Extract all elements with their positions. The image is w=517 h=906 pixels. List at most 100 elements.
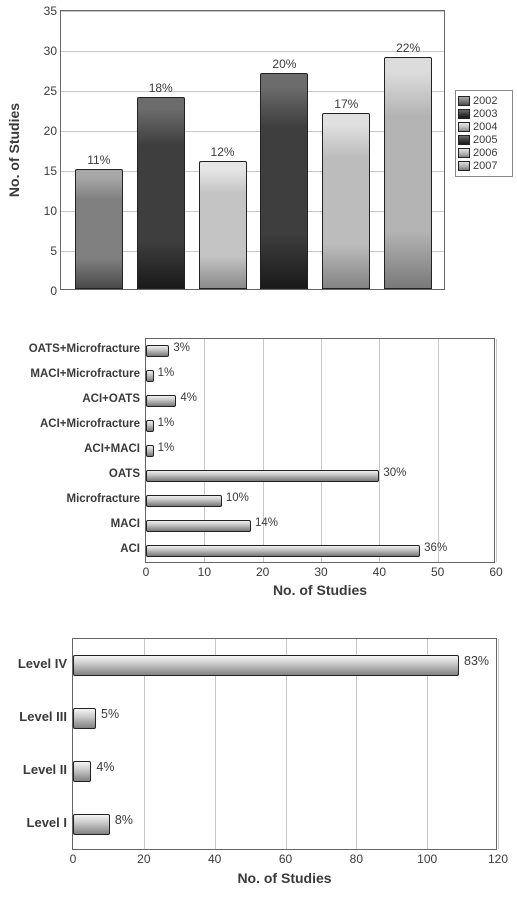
p2-xtick-label: 0 bbox=[143, 565, 150, 579]
p2-bar bbox=[146, 495, 222, 507]
p2-xtick-label: 20 bbox=[256, 565, 269, 579]
p1-bar-pct-label: 11% bbox=[75, 153, 123, 167]
p2-xtick-label: 50 bbox=[431, 565, 444, 579]
p3-row: Level IV83% bbox=[73, 639, 498, 692]
p3-xtick-label: 80 bbox=[350, 852, 363, 866]
p2-bar bbox=[146, 420, 154, 432]
p2-bar bbox=[146, 370, 154, 382]
p3-bar-pct-label: 8% bbox=[115, 813, 133, 827]
p1-bar bbox=[199, 161, 247, 289]
p1-bar bbox=[137, 97, 185, 289]
p2-bar bbox=[146, 345, 169, 357]
figure-root: No. of Studies 0510152025303511%18%12%20… bbox=[0, 0, 517, 906]
p2-row: Microfracture10% bbox=[146, 489, 496, 514]
p1-ytick-label: 30 bbox=[27, 44, 57, 58]
p2-bar-pct-label: 1% bbox=[158, 417, 175, 429]
p2-x-axis-label: No. of Studies bbox=[145, 582, 495, 598]
p3-xtick-label: 0 bbox=[70, 852, 77, 866]
p1-bar-pct-label: 18% bbox=[137, 81, 185, 95]
p3-bar-pct-label: 4% bbox=[96, 760, 114, 774]
p1-legend-row: 2007 bbox=[458, 160, 510, 172]
p1-bar bbox=[75, 169, 123, 289]
panel-technique-bar-chart: 0102030405060OATS+Microfracture3%MACI+Mi… bbox=[0, 330, 517, 610]
p1-legend-swatch bbox=[458, 96, 470, 106]
p1-legend-label: 2002 bbox=[473, 95, 497, 107]
p2-bar bbox=[146, 395, 176, 407]
p1-ytick-label: 10 bbox=[27, 204, 57, 218]
p1-plot-area: 0510152025303511%18%12%20%17%22% bbox=[60, 10, 445, 290]
p2-gridline bbox=[496, 339, 497, 562]
p1-bar bbox=[260, 73, 308, 289]
p3-xtick-label: 120 bbox=[488, 852, 508, 866]
p1-legend-row: 2002 bbox=[458, 95, 510, 107]
p3-xtick-label: 20 bbox=[137, 852, 150, 866]
p1-legend-label: 2005 bbox=[473, 134, 497, 146]
p1-legend: 200220032004200520062007 bbox=[455, 90, 513, 177]
p2-bar-pct-label: 14% bbox=[255, 517, 278, 529]
p2-bar bbox=[146, 470, 379, 482]
p2-category-label: Microfracture bbox=[0, 493, 140, 505]
p3-category-label: Level IV bbox=[5, 656, 67, 671]
p2-xtick-label: 40 bbox=[373, 565, 386, 579]
p1-ytick-label: 5 bbox=[27, 244, 57, 258]
p2-category-label: OATS bbox=[0, 468, 140, 480]
p1-bar-pct-label: 17% bbox=[322, 97, 370, 111]
p2-bar-pct-label: 10% bbox=[226, 492, 249, 504]
p1-legend-row: 2004 bbox=[458, 121, 510, 133]
p3-category-label: Level I bbox=[5, 815, 67, 830]
p3-bar-pct-label: 5% bbox=[101, 707, 119, 721]
p2-bar-pct-label: 36% bbox=[424, 542, 447, 554]
p2-row: ACI36% bbox=[146, 539, 496, 564]
p1-ytick-label: 25 bbox=[27, 84, 57, 98]
p2-bar-pct-label: 30% bbox=[383, 467, 406, 479]
p2-category-label: MACI+Microfracture bbox=[0, 368, 140, 380]
p1-legend-swatch bbox=[458, 161, 470, 171]
p3-bar-pct-label: 83% bbox=[464, 654, 489, 668]
p1-legend-label: 2007 bbox=[473, 160, 497, 172]
p3-gridline bbox=[498, 639, 499, 849]
p2-xtick-label: 10 bbox=[198, 565, 211, 579]
p2-plot-area: 0102030405060OATS+Microfracture3%MACI+Mi… bbox=[145, 338, 495, 563]
p2-bar-pct-label: 1% bbox=[158, 367, 175, 379]
p1-legend-label: 2003 bbox=[473, 108, 497, 120]
p3-row: Level I8% bbox=[73, 798, 498, 851]
p1-legend-swatch bbox=[458, 148, 470, 158]
p1-legend-label: 2006 bbox=[473, 147, 497, 159]
p2-row: ACI+MACI1% bbox=[146, 439, 496, 464]
p2-category-label: ACI+MACI bbox=[0, 443, 140, 455]
p1-legend-row: 2003 bbox=[458, 108, 510, 120]
p1-gridline bbox=[61, 11, 444, 12]
p3-bar bbox=[73, 655, 459, 676]
p1-legend-row: 2006 bbox=[458, 147, 510, 159]
panel-year-bar-chart: No. of Studies 0510152025303511%18%12%20… bbox=[0, 0, 517, 320]
p2-bar bbox=[146, 545, 420, 557]
p1-ytick-label: 20 bbox=[27, 124, 57, 138]
p3-xtick-label: 100 bbox=[417, 852, 437, 866]
p3-x-axis-label: No. of Studies bbox=[72, 870, 497, 886]
p3-bar bbox=[73, 708, 96, 729]
p1-legend-swatch bbox=[458, 122, 470, 132]
panel-level-bar-chart: 020406080100120Level IV83%Level III5%Lev… bbox=[0, 630, 517, 906]
p1-ytick-label: 15 bbox=[27, 164, 57, 178]
p1-ytick-label: 0 bbox=[27, 284, 57, 298]
p3-xtick-label: 40 bbox=[208, 852, 221, 866]
p2-category-label: ACI bbox=[0, 543, 140, 555]
p1-bar-pct-label: 20% bbox=[260, 57, 308, 71]
p1-y-axis-label: No. of Studies bbox=[6, 50, 22, 250]
p3-plot-area: 020406080100120Level IV83%Level III5%Lev… bbox=[72, 638, 497, 850]
p3-row: Level II4% bbox=[73, 745, 498, 798]
p1-bar-pct-label: 22% bbox=[384, 41, 432, 55]
p2-xtick-label: 60 bbox=[489, 565, 502, 579]
p3-bar bbox=[73, 814, 110, 835]
p1-legend-swatch bbox=[458, 135, 470, 145]
p1-ytick-label: 35 bbox=[27, 4, 57, 18]
p2-row: ACI+OATS4% bbox=[146, 389, 496, 414]
p3-bar bbox=[73, 761, 91, 782]
p3-category-label: Level III bbox=[5, 709, 67, 724]
p1-legend-label: 2004 bbox=[473, 121, 497, 133]
p2-row: MACI+Microfracture1% bbox=[146, 364, 496, 389]
p3-row: Level III5% bbox=[73, 692, 498, 745]
p2-row: OATS30% bbox=[146, 464, 496, 489]
p1-legend-row: 2005 bbox=[458, 134, 510, 146]
p1-bar bbox=[384, 57, 432, 289]
